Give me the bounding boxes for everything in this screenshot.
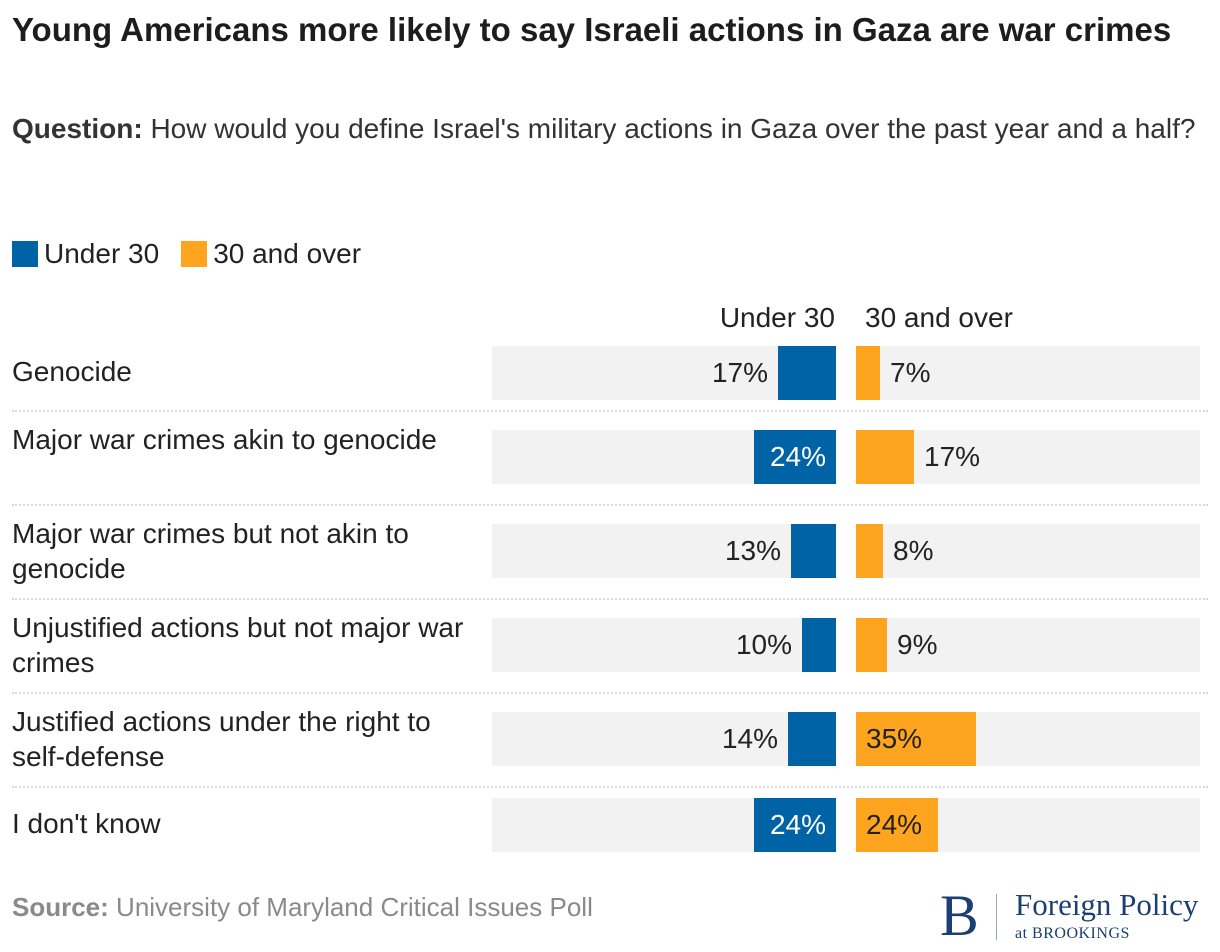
value-label-under30: 10% — [735, 629, 792, 660]
category-label: Genocide — [12, 356, 132, 387]
bar-under30 — [788, 712, 836, 766]
logo-subtitle: at BROOKINGS — [1015, 925, 1130, 942]
legend-item-over30: 30 and over — [181, 238, 361, 270]
bar-over30 — [856, 798, 938, 852]
legend: Under 30 30 and over — [12, 234, 383, 274]
bar-track-over30 — [856, 618, 1200, 672]
bar-over30 — [856, 524, 883, 578]
logo-divider — [996, 894, 997, 940]
source-lead: Source: — [12, 892, 109, 922]
bar-over30 — [856, 346, 880, 400]
row-divider — [12, 598, 1208, 600]
value-label-under30: 24% — [769, 809, 826, 840]
question-subtitle: Question: How would you define Israel's … — [12, 110, 1202, 148]
value-label-over30: 9% — [897, 629, 938, 660]
source-note: Source: University of Maryland Critical … — [12, 892, 593, 923]
legend-swatch-under30 — [12, 241, 38, 267]
bar-under30 — [754, 430, 836, 484]
value-label-under30: 13% — [724, 535, 781, 566]
bar-under30 — [791, 524, 836, 578]
legend-label-over30: 30 and over — [213, 238, 362, 269]
bar-under30 — [778, 346, 836, 400]
category-label: I don't know — [12, 808, 161, 839]
value-label-over30: 8% — [893, 535, 934, 566]
row-divider — [12, 786, 1208, 788]
bar-track-under30 — [492, 712, 836, 766]
column-header-over30: 30 and over — [865, 302, 1013, 333]
bar-track-over30 — [856, 524, 1200, 578]
value-label-under30: 24% — [769, 441, 826, 472]
question-text: How would you define Israel's military a… — [142, 113, 1196, 144]
row-divider — [12, 504, 1208, 506]
chart-title: Young Americans more likely to say Israe… — [12, 11, 1172, 48]
logo-mark: B — [940, 883, 979, 948]
legend-label-under30: Under 30 — [44, 238, 160, 269]
row-divider — [12, 410, 1208, 412]
bar-over30 — [856, 430, 914, 484]
question-lead: Question: — [12, 113, 143, 144]
bar-over30 — [856, 618, 887, 672]
value-label-over30: 24% — [866, 809, 923, 840]
legend-swatch-over30 — [181, 241, 208, 267]
value-label-over30: 17% — [924, 441, 981, 472]
bar-over30 — [856, 712, 976, 766]
value-label-over30: 7% — [890, 357, 931, 388]
column-header-under30: Under 30 — [719, 302, 835, 333]
bar-under30 — [802, 618, 836, 672]
bar-track-under30 — [492, 524, 836, 578]
bar-under30 — [754, 798, 836, 852]
foreign-policy-brookings-logo: B Foreign Policy at BROOKINGS — [940, 886, 1215, 946]
bar-track-over30 — [856, 346, 1200, 400]
logo-name: Foreign Policy — [1015, 887, 1199, 922]
category-label: Justified actions under the right to sel… — [12, 706, 431, 772]
value-label-under30: 17% — [711, 357, 768, 388]
row-divider — [12, 692, 1208, 694]
value-label-over30: 35% — [866, 723, 923, 754]
legend-item-under30: Under 30 — [12, 238, 159, 270]
value-label-under30: 14% — [721, 723, 778, 754]
category-label: Unjustified actions but not major war cr… — [12, 612, 464, 678]
category-label: Major war crimes but not akin to genocid… — [12, 518, 409, 584]
category-label: Major war crimes akin to genocide — [12, 424, 437, 455]
source-text: University of Maryland Critical Issues P… — [108, 892, 593, 922]
bar-track-under30 — [492, 618, 836, 672]
